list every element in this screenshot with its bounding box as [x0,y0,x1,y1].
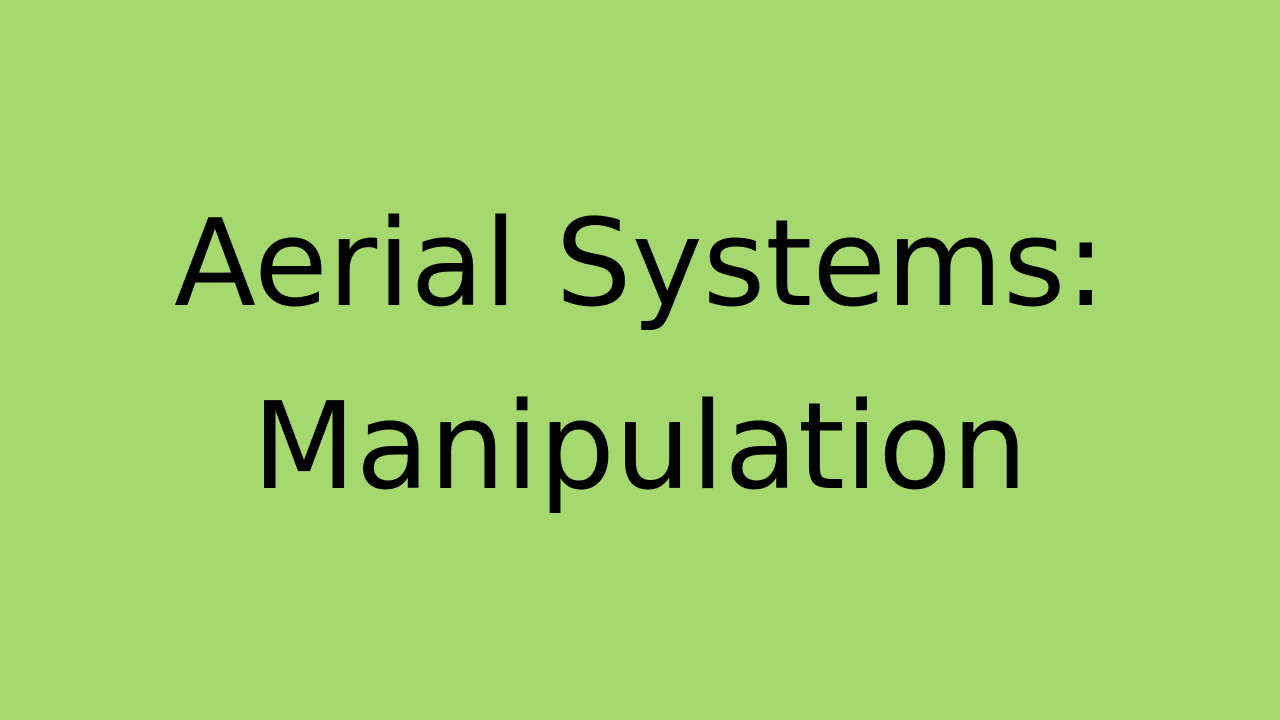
slide-title-line-1: Aerial Systems: [174,195,1106,334]
slide-title-line-2: Manipulation [252,378,1028,517]
